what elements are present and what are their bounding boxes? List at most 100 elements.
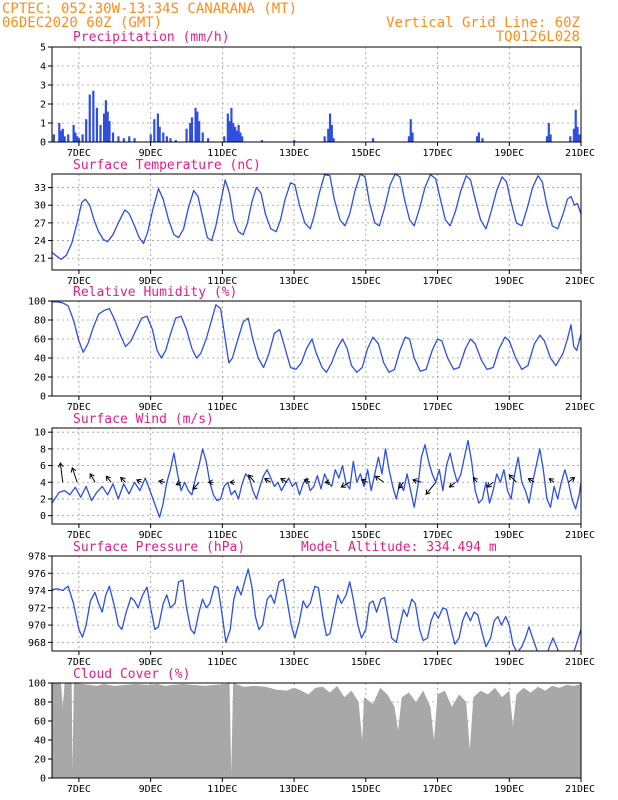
wind-arrow-head-5 xyxy=(136,478,142,485)
precipitation-bar-50 xyxy=(241,136,244,142)
wind-xtick-label-3: 13DEC xyxy=(279,530,309,541)
wind-arrow-shaft-26 xyxy=(528,478,535,483)
cloud-xtick-label-2: 11DEC xyxy=(207,784,237,795)
precipitation-bar-63 xyxy=(477,132,480,142)
precipitation-bar-15 xyxy=(99,124,102,142)
humidity-panel: Relative Humidity (%) 0 20 40 60 80 100 7DEC 9DE… xyxy=(28,285,595,413)
precipitation-bar-26 xyxy=(153,119,156,142)
wind-arrow-6 xyxy=(158,478,166,485)
temperature-xtick-label-7: 21DEC xyxy=(565,276,595,287)
humidity-xtick-label-5: 17DEC xyxy=(422,402,452,413)
precipitation-ytick-label-2: 2 xyxy=(40,100,46,111)
pressure-xtick-label-7: 21DEC xyxy=(565,657,595,668)
precipitation-bar-14 xyxy=(95,107,99,142)
humidity-line xyxy=(52,301,581,373)
precipitation-bar-17 xyxy=(104,100,107,142)
wind-arrow-head-4 xyxy=(120,476,126,483)
wind-arrow-shaft-25 xyxy=(508,474,517,483)
wind-ytick-label-0: 0 xyxy=(40,511,46,522)
wind-arrow-9 xyxy=(207,479,214,486)
precipitation-ytick-label-4: 4 xyxy=(40,62,46,73)
precipitation-bar-66 xyxy=(547,123,550,142)
precipitation-bar-59 xyxy=(407,136,411,142)
precipitation-xtick-label-5: 17DEC xyxy=(422,148,452,159)
humidity-plot xyxy=(52,301,581,373)
temperature-xtick-label-4: 15DEC xyxy=(351,276,381,287)
precipitation-bar-16 xyxy=(103,113,106,142)
precipitation-xtick-label-1: 9DEC xyxy=(139,148,163,159)
wind-arrow-shaft-11 xyxy=(248,474,256,483)
precipitation-bar-69 xyxy=(572,128,576,142)
cloud-plot xyxy=(52,683,581,778)
wind-arrow-head-1 xyxy=(70,466,77,473)
precipitation-bar-3 xyxy=(61,128,64,142)
precipitation-bar-44 xyxy=(230,107,233,142)
cloud-xtick-label-4: 15DEC xyxy=(351,784,381,795)
wind-arrow-shaft-8 xyxy=(192,481,200,490)
wind-arrow-head-21 xyxy=(425,489,431,495)
precipitation-xtick-label-6: 19DEC xyxy=(494,148,524,159)
wind-arrow-head-8 xyxy=(192,484,198,491)
pressure-ytick-label-4: 976 xyxy=(28,569,46,580)
humidity-ytick-label-1: 20 xyxy=(34,373,46,384)
precipitation-bar-70 xyxy=(574,109,577,142)
precipitation-bar-56 xyxy=(330,124,333,142)
wind-arrow-24 xyxy=(486,481,494,488)
pressure-line xyxy=(52,568,581,651)
wind-line xyxy=(52,439,581,518)
precipitation-bar-19 xyxy=(108,121,111,142)
temperature-frame xyxy=(51,173,582,271)
wind-arrow-27 xyxy=(548,478,555,484)
precipitation-bar-64 xyxy=(481,138,484,142)
wind-arrow-15 xyxy=(324,479,330,486)
humidity-xtick-label-0: 7DEC xyxy=(67,402,91,413)
wind-arrow-12 xyxy=(263,478,272,484)
wind-arrow-shaft-14 xyxy=(304,479,311,483)
precipitation-plot xyxy=(52,90,581,142)
pressure-frame xyxy=(51,555,582,652)
wind-arrow-head-0 xyxy=(57,462,64,468)
precipitation-xtick-label-0: 7DEC xyxy=(67,148,91,159)
precipitation-bar-13 xyxy=(92,90,95,142)
wind-frame xyxy=(51,427,582,525)
wind-xtick-label-1: 9DEC xyxy=(139,530,163,541)
cloud-ytick-label-1: 20 xyxy=(34,755,46,766)
precipitation-bar-41 xyxy=(223,136,226,142)
precipitation-bar-12 xyxy=(88,94,91,142)
wind-arrow-shaft-16 xyxy=(341,481,350,488)
precipitation-bar-11 xyxy=(85,119,88,142)
temperature-line xyxy=(52,174,581,261)
precipitation-bar-35 xyxy=(190,117,194,142)
header-location: CPTEC: 052:30W-13:34S CANARANA (MT) xyxy=(2,1,297,17)
humidity-xtick-label-2: 11DEC xyxy=(207,402,237,413)
wind-title: Surface Wind (m/s) xyxy=(73,412,214,427)
wind-arrow-shaft-4 xyxy=(120,477,126,483)
cloud-area xyxy=(52,683,581,778)
precipitation-ytick-label-3: 3 xyxy=(40,81,46,92)
precipitation-bar-0 xyxy=(52,134,55,142)
precipitation-bar-7 xyxy=(74,132,77,142)
pressure-ytick-label-3: 974 xyxy=(28,586,46,597)
precipitation-bar-54 xyxy=(327,128,330,142)
wind-arrow-7 xyxy=(175,480,182,486)
temperature-ytick-label-1: 24 xyxy=(34,236,46,247)
wind-arrow-shaft-3 xyxy=(105,475,112,483)
wind-ytick-label-4: 8 xyxy=(40,444,46,455)
cloud-ytick-label-5: 100 xyxy=(28,679,46,690)
wind-arrow-26 xyxy=(527,478,535,484)
precipitation-bar-34 xyxy=(189,123,192,142)
wind-arrow-head-28 xyxy=(569,476,576,483)
wind-arrow-head-20 xyxy=(412,478,418,484)
precipitation-bar-72 xyxy=(578,134,581,142)
precipitation-frame xyxy=(51,46,582,143)
wind-ytick-label-3: 6 xyxy=(40,461,46,472)
cloud-ytick-label-0: 0 xyxy=(40,774,46,785)
wind-arrow-4 xyxy=(120,476,126,483)
precipitation-bar-47 xyxy=(235,130,238,142)
temperature-ytick-label-3: 30 xyxy=(34,201,46,212)
wind-arrow-head-24 xyxy=(486,482,492,488)
cloud-xtick-label-7: 21DEC xyxy=(565,784,595,795)
precipitation-bar-48 xyxy=(237,124,240,142)
precipitation-ytick-label-5: 5 xyxy=(40,43,46,54)
precipitation-bar-40 xyxy=(207,138,210,142)
